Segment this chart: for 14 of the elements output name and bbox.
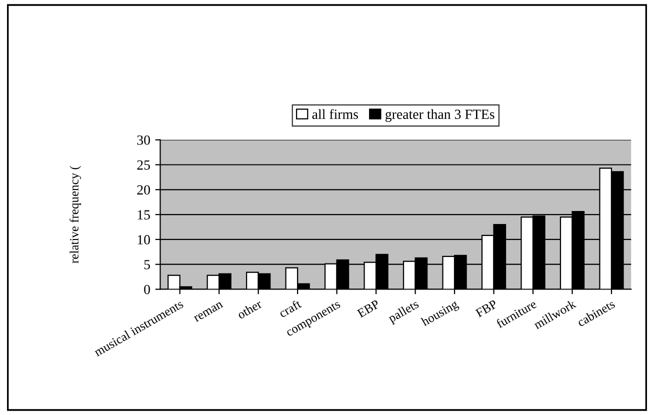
x-tick-label: EBP	[356, 300, 380, 318]
y-axis-title: relative frequency (	[70, 166, 82, 264]
legend-label: greater than 3 FTEs	[385, 109, 494, 122]
y-tick-label: 30	[137, 135, 150, 145]
y-tick-label: 10	[138, 235, 150, 244]
y-tick-label: 0	[144, 284, 150, 294]
y-tick-label: 5	[144, 260, 150, 270]
x-tick-label: FBP	[475, 300, 498, 318]
y-tick-label: 20	[137, 185, 150, 195]
legend-label: all firms	[312, 109, 358, 119]
x-tick-label: reman	[194, 301, 224, 322]
x-tick-label: other	[236, 299, 263, 320]
y-tick-label: 15	[138, 210, 150, 220]
y-tick-label: 25	[137, 160, 150, 170]
